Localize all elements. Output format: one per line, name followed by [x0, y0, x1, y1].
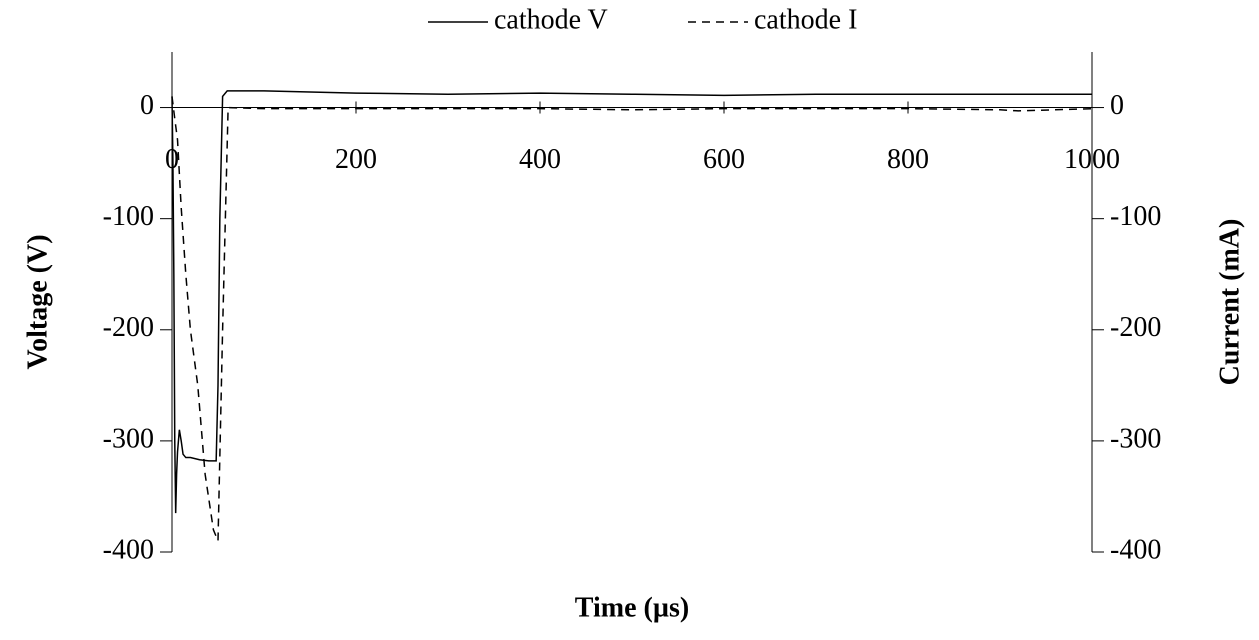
y2-axis-label: Current (mA)	[1214, 219, 1245, 386]
y2-tick-label: -100	[1110, 201, 1161, 232]
x-tick-label: 200	[335, 144, 377, 175]
y-tick-label: 0	[140, 90, 154, 121]
y-tick-label: -400	[103, 534, 154, 565]
y2-tick-label: -400	[1110, 534, 1161, 565]
legend-label: cathode I	[754, 4, 857, 35]
x-axis-label: Time (µs)	[575, 592, 689, 623]
y2-tick-label: -200	[1110, 312, 1161, 343]
line	[171, 96, 1093, 542]
x-tick-label: 0	[165, 144, 179, 175]
y-tick-label: -200	[103, 312, 154, 343]
y2-tick-label: 0	[1110, 90, 1124, 121]
line	[171, 90, 1092, 514]
legend-label: cathode V	[494, 4, 608, 35]
y-axis-label: Voltage (V)	[22, 234, 53, 369]
x-tick-label: 400	[519, 144, 561, 175]
x-tick-label: 1000	[1064, 144, 1120, 175]
x-tick-label: 600	[703, 144, 745, 175]
x-tick-label: 800	[887, 144, 929, 175]
y-tick-label: -300	[103, 423, 154, 454]
y2-tick-label: -300	[1110, 423, 1161, 454]
y-tick-label: -100	[103, 201, 154, 232]
